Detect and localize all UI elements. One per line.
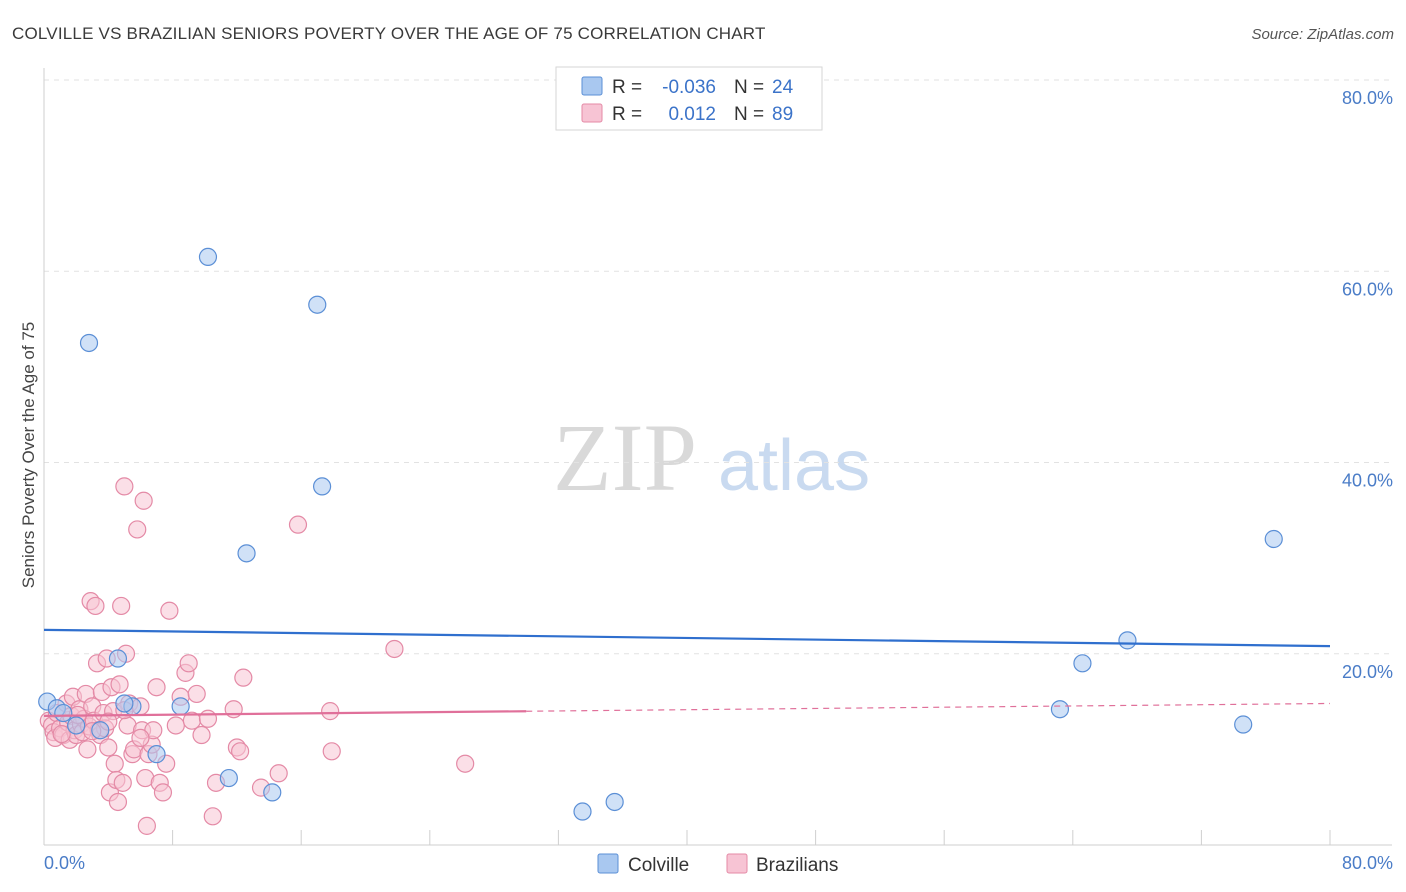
legend-box: R = -0.036 N = 24 R = 0.012 N = 89 <box>555 66 823 131</box>
x-tick-label-max: 80.0% <box>1342 853 1393 873</box>
data-point <box>231 742 250 761</box>
data-point <box>219 768 238 788</box>
bottom-legend-label-colville: Colville <box>628 855 689 876</box>
y-tick-label-20: 20.0% <box>1342 662 1393 682</box>
data-point <box>179 654 198 673</box>
data-point <box>263 783 282 802</box>
data-point <box>131 728 150 748</box>
legend-r-value-brazilians: 0.012 <box>668 104 716 125</box>
data-point <box>79 333 99 353</box>
data-point <box>147 745 166 764</box>
data-point <box>78 740 97 759</box>
data-point <box>91 721 110 740</box>
legend-n-value-brazilians: 89 <box>772 104 793 125</box>
data-point <box>234 668 253 687</box>
data-point <box>322 742 341 761</box>
trend-line-brazilians <box>43 710 527 718</box>
data-point <box>110 675 129 694</box>
bottom-legend-swatch-brazilians <box>726 853 748 874</box>
data-point <box>1234 715 1253 734</box>
chart-source: Source: ZipAtlas.com <box>1251 26 1394 43</box>
data-point <box>1073 654 1092 673</box>
trend-lines <box>43 628 1331 718</box>
data-point <box>86 596 105 616</box>
chart-title: COLVILLE VS BRAZILIAN SENIORS POVERTY OV… <box>12 24 766 43</box>
trend-line-colville <box>43 628 1331 648</box>
data-point <box>1264 529 1283 549</box>
data-point <box>67 716 86 735</box>
bottom-legend-swatch-colville <box>597 853 619 874</box>
data-point <box>198 247 218 267</box>
colville-points <box>38 247 1283 821</box>
data-point <box>134 491 153 510</box>
data-point <box>137 816 156 835</box>
legend-n-label-brazilians: N = <box>734 104 764 125</box>
data-point <box>308 295 327 314</box>
data-point <box>456 754 475 773</box>
y-tick-label-40: 40.0% <box>1342 471 1393 491</box>
legend-swatch-brazilians <box>581 103 603 123</box>
data-point <box>312 477 332 496</box>
data-point <box>573 802 592 821</box>
data-point <box>54 703 73 723</box>
data-point <box>237 544 256 563</box>
bottom-legend-label-brazilians: Brazilians <box>756 855 838 876</box>
data-point <box>147 678 166 697</box>
data-point <box>321 702 340 721</box>
bottom-legend: Colville Brazilians <box>597 853 838 876</box>
data-point <box>288 515 308 534</box>
data-point <box>198 709 218 728</box>
data-point <box>112 596 131 616</box>
y-tick-label-60: 60.0% <box>1342 279 1393 299</box>
brazilians-points <box>39 477 475 835</box>
data-point <box>187 684 206 704</box>
gridlines <box>44 79 1392 655</box>
y-tick-labels: 20.0% 40.0% 60.0% 80.0% <box>1342 88 1393 682</box>
data-point <box>108 649 128 668</box>
watermark-atlas: atlas <box>718 426 870 506</box>
legend-r-label-colville: R = <box>612 77 642 98</box>
watermark-zip: ZIP <box>553 404 697 511</box>
y-axis-label: Seniors Poverty Over the Age of 75 <box>19 322 38 588</box>
data-point <box>113 773 132 792</box>
data-point <box>385 639 404 659</box>
data-point <box>128 520 147 539</box>
data-point <box>99 738 118 757</box>
data-point <box>1118 631 1137 650</box>
data-point <box>269 764 288 783</box>
data-point <box>1050 700 1070 719</box>
legend-n-value-colville: 24 <box>772 77 794 98</box>
x-tick-label-min: 0.0% <box>44 853 85 873</box>
legend-r-label-brazilians: R = <box>612 104 642 125</box>
data-point <box>108 792 128 812</box>
data-point <box>105 754 124 773</box>
data-point <box>166 716 185 735</box>
legend-n-label-colville: N = <box>734 77 764 98</box>
legend-swatch-colville <box>581 76 603 96</box>
data-point <box>203 807 222 826</box>
y-tick-label-80: 80.0% <box>1342 88 1393 108</box>
data-point <box>52 724 71 744</box>
data-point <box>192 725 211 745</box>
data-point <box>605 792 624 812</box>
data-point <box>115 477 134 496</box>
trend-line-extension-brazilians <box>526 702 1331 712</box>
data-point <box>160 601 179 620</box>
data-point <box>171 697 190 716</box>
data-point <box>153 783 173 802</box>
legend-r-value-colville: -0.036 <box>662 77 716 98</box>
data-point <box>115 694 134 713</box>
